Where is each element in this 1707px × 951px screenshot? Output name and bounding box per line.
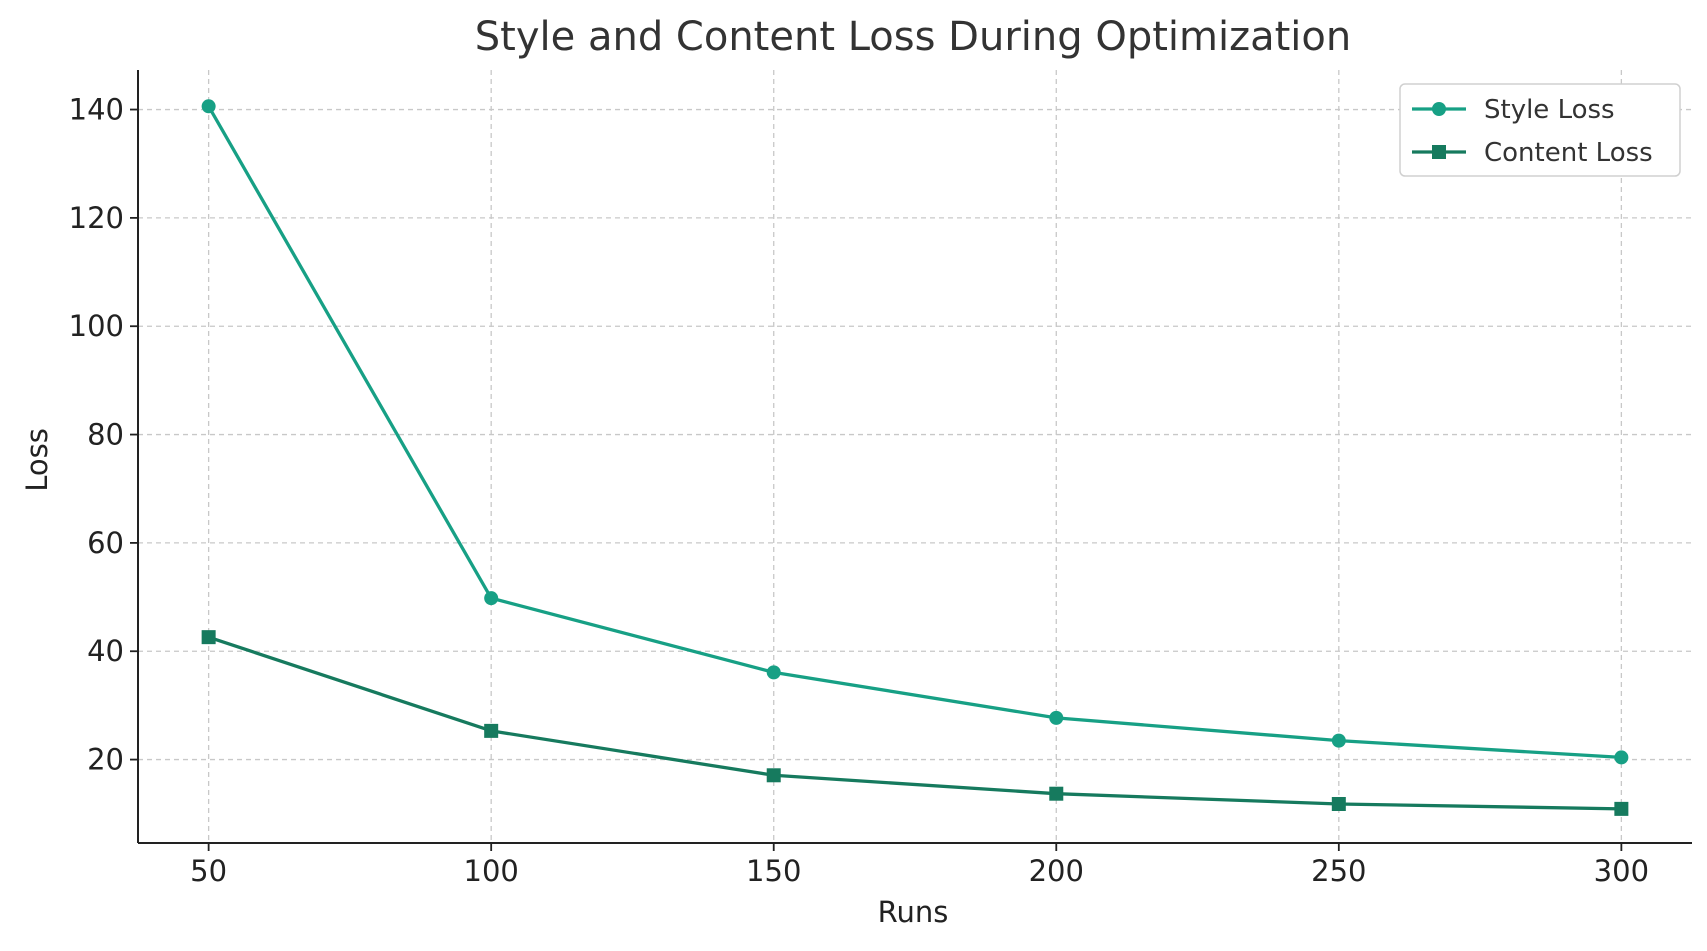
series-style-loss [201,99,1629,765]
legend-marker [1432,145,1446,159]
y-tick-label: 80 [87,418,124,452]
x-tick-label: 250 [1311,854,1366,888]
data-point [1614,801,1629,816]
x-tick-label: 100 [464,854,519,888]
data-point [484,591,499,606]
y-tick-label: 140 [69,93,124,127]
series-content-loss [201,630,1629,816]
y-tick-label: 20 [87,743,124,777]
data-point [201,99,216,114]
data-point [484,723,499,738]
y-tick-label: 40 [87,634,124,668]
series-line [208,635,1622,811]
legend-box [1399,83,1681,177]
x-tick-label: 200 [1029,854,1084,888]
legend-label: Style Loss [1484,95,1615,125]
chart-title: Style and Content Loss During Optimizati… [475,14,1351,60]
y-tick-label: 100 [69,309,124,343]
y-tick-label: 120 [69,201,124,235]
data-point [201,630,216,645]
data-point [1614,750,1629,765]
y-tick-label: 60 [87,526,124,560]
x-tick-label: 50 [190,854,227,888]
data-point [1049,786,1064,801]
legend: Style Loss Content Loss [1399,83,1681,177]
x-axis-label: Runs [878,895,949,929]
series-line [207,105,1622,760]
legend-marker [1432,102,1446,116]
legend-label: Content Loss [1484,138,1653,168]
y-axis-label: Loss [20,428,54,492]
x-tick-label: 300 [1594,854,1649,888]
data-point [1049,710,1064,725]
data-point [766,768,781,783]
data-point [1331,733,1346,748]
ticks-layer: 50 100 150 200 250 300 20 40 60 80 100 120 140 [69,93,1649,888]
axes-layer [137,70,1692,844]
data-point [1331,796,1346,811]
data-point [766,665,781,680]
grid-layer [138,70,1692,843]
series-layer [201,99,1629,816]
x-tick-label: 150 [746,854,801,888]
